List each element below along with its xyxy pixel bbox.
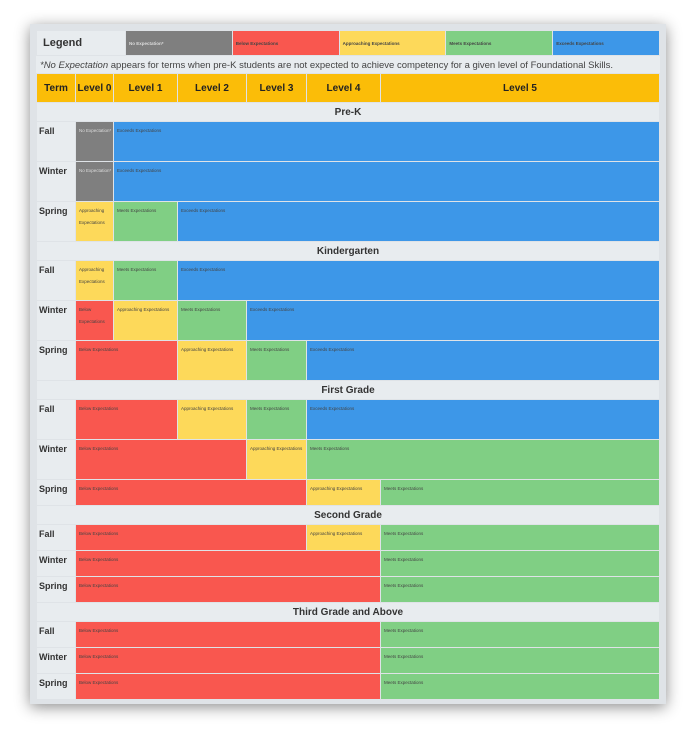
term-label: Winter [37,551,75,576]
cell-below: Below Expectations [76,301,113,340]
cell-meets: Meets Expectations [381,674,659,699]
cell-below: Below Expectations [76,577,380,602]
cell-meets: Meets Expectations [247,400,306,439]
term-label: Winter [37,162,75,201]
table-row: Spring Below Expectations Meets Expectat… [37,674,659,699]
cell-below: Below Expectations [76,525,306,550]
cell-exceeds: Exceeds Expectations [247,301,659,340]
cell-approaching: Approaching Expectations [307,480,380,505]
cell-below: Below Expectations [76,440,246,479]
header-level-1: Level 1 [114,74,177,102]
legend-item-no-expectation: No Expectation* [126,31,232,55]
expectations-grid: Term Level 0 Level 1 Level 2 Level 3 Lev… [36,73,660,700]
cell-exceeds: Exceeds Expectations [307,341,659,380]
table-row: Spring Approaching Expectations Meets Ex… [37,202,659,241]
cell-approaching: Approaching Expectations [76,261,113,300]
section-title: First Grade [37,381,659,399]
term-label: Winter [37,440,75,479]
term-label: Spring [37,480,75,505]
table-row: Winter Below Expectations Meets Expectat… [37,551,659,576]
section-title: Pre-K [37,103,659,121]
cell-no-expectation: No Expectation* [76,162,113,201]
expectations-card: Legend No Expectation* Below Expectation… [30,24,666,704]
term-label: Fall [37,622,75,647]
cell-below: Below Expectations [76,400,177,439]
section-title: Third Grade and Above [37,603,659,621]
section-title: Second Grade [37,506,659,524]
cell-meets: Meets Expectations [381,480,659,505]
table-row: Fall Below Expectations Approaching Expe… [37,400,659,439]
cell-meets: Meets Expectations [381,551,659,576]
term-label: Spring [37,674,75,699]
cell-below: Below Expectations [76,480,306,505]
header-level-4: Level 4 [307,74,380,102]
term-label: Fall [37,525,75,550]
table-row: Fall Below Expectations Approaching Expe… [37,525,659,550]
cell-approaching: Approaching Expectations [114,301,177,340]
cell-meets: Meets Expectations [114,261,177,300]
legend-item-approaching: Approaching Expectations [339,31,446,55]
cell-below: Below Expectations [76,551,380,576]
table-row: Fall No Expectation* Exceeds Expectation… [37,122,659,161]
cell-below: Below Expectations [76,674,380,699]
cell-approaching: Approaching Expectations [307,525,380,550]
term-label: Spring [37,202,75,241]
term-label: Spring [37,341,75,380]
table-row: Fall Approaching Expectations Meets Expe… [37,261,659,300]
term-label: Winter [37,648,75,673]
table-row: Winter No Expectation* Exceeds Expectati… [37,162,659,201]
header-term: Term [37,74,75,102]
table-row: Fall Below Expectations Meets Expectatio… [37,622,659,647]
footnote: *No Expectation appears for terms when p… [36,56,660,73]
cell-exceeds: Exceeds Expectations [307,400,659,439]
cell-meets: Meets Expectations [307,440,659,479]
table-row: Spring Below Expectations Approaching Ex… [37,480,659,505]
term-label: Fall [37,261,75,300]
footnote-emphasis: *No Expectation [40,60,109,71]
header-level-5: Level 5 [381,74,659,102]
term-label: Fall [37,122,75,161]
cell-approaching: Approaching Expectations [76,202,113,241]
table-row: Spring Below Expectations Meets Expectat… [37,577,659,602]
cell-approaching: Approaching Expectations [178,400,246,439]
cell-exceeds: Exceeds Expectations [114,162,659,201]
legend-title: Legend [37,31,125,55]
table-row: Winter Below Expectations Meets Expectat… [37,648,659,673]
table-row: Winter Below Expectations Approaching Ex… [37,440,659,479]
table-row: Winter Below Expectations Approaching Ex… [37,301,659,340]
footnote-text: appears for terms when pre-K students ar… [108,60,613,71]
cell-meets: Meets Expectations [381,648,659,673]
legend-item-meets: Meets Expectations [446,31,553,55]
header-level-2: Level 2 [178,74,246,102]
cell-approaching: Approaching Expectations [178,341,246,380]
table-row: Spring Below Expectations Approaching Ex… [37,341,659,380]
legend-item-below: Below Expectations [232,31,339,55]
cell-below: Below Expectations [76,341,177,380]
cell-exceeds: Exceeds Expectations [178,202,659,241]
term-label: Winter [37,301,75,340]
header-row: Term Level 0 Level 1 Level 2 Level 3 Lev… [37,74,659,102]
cell-exceeds: Exceeds Expectations [114,122,659,161]
cell-meets: Meets Expectations [247,341,306,380]
cell-meets: Meets Expectations [381,577,659,602]
cell-exceeds: Exceeds Expectations [178,261,659,300]
cell-no-expectation: No Expectation* [76,122,113,161]
legend-table: Legend No Expectation* Below Expectation… [36,30,660,56]
term-label: Spring [37,577,75,602]
cell-meets: Meets Expectations [178,301,246,340]
cell-meets: Meets Expectations [381,622,659,647]
legend-item-exceeds: Exceeds Expectations [553,31,659,55]
cell-approaching: Approaching Expectations [247,440,306,479]
section-title: Kindergarten [37,242,659,260]
header-level-3: Level 3 [247,74,306,102]
cell-meets: Meets Expectations [114,202,177,241]
cell-below: Below Expectations [76,648,380,673]
cell-meets: Meets Expectations [381,525,659,550]
cell-below: Below Expectations [76,622,380,647]
term-label: Fall [37,400,75,439]
header-level-0: Level 0 [76,74,113,102]
